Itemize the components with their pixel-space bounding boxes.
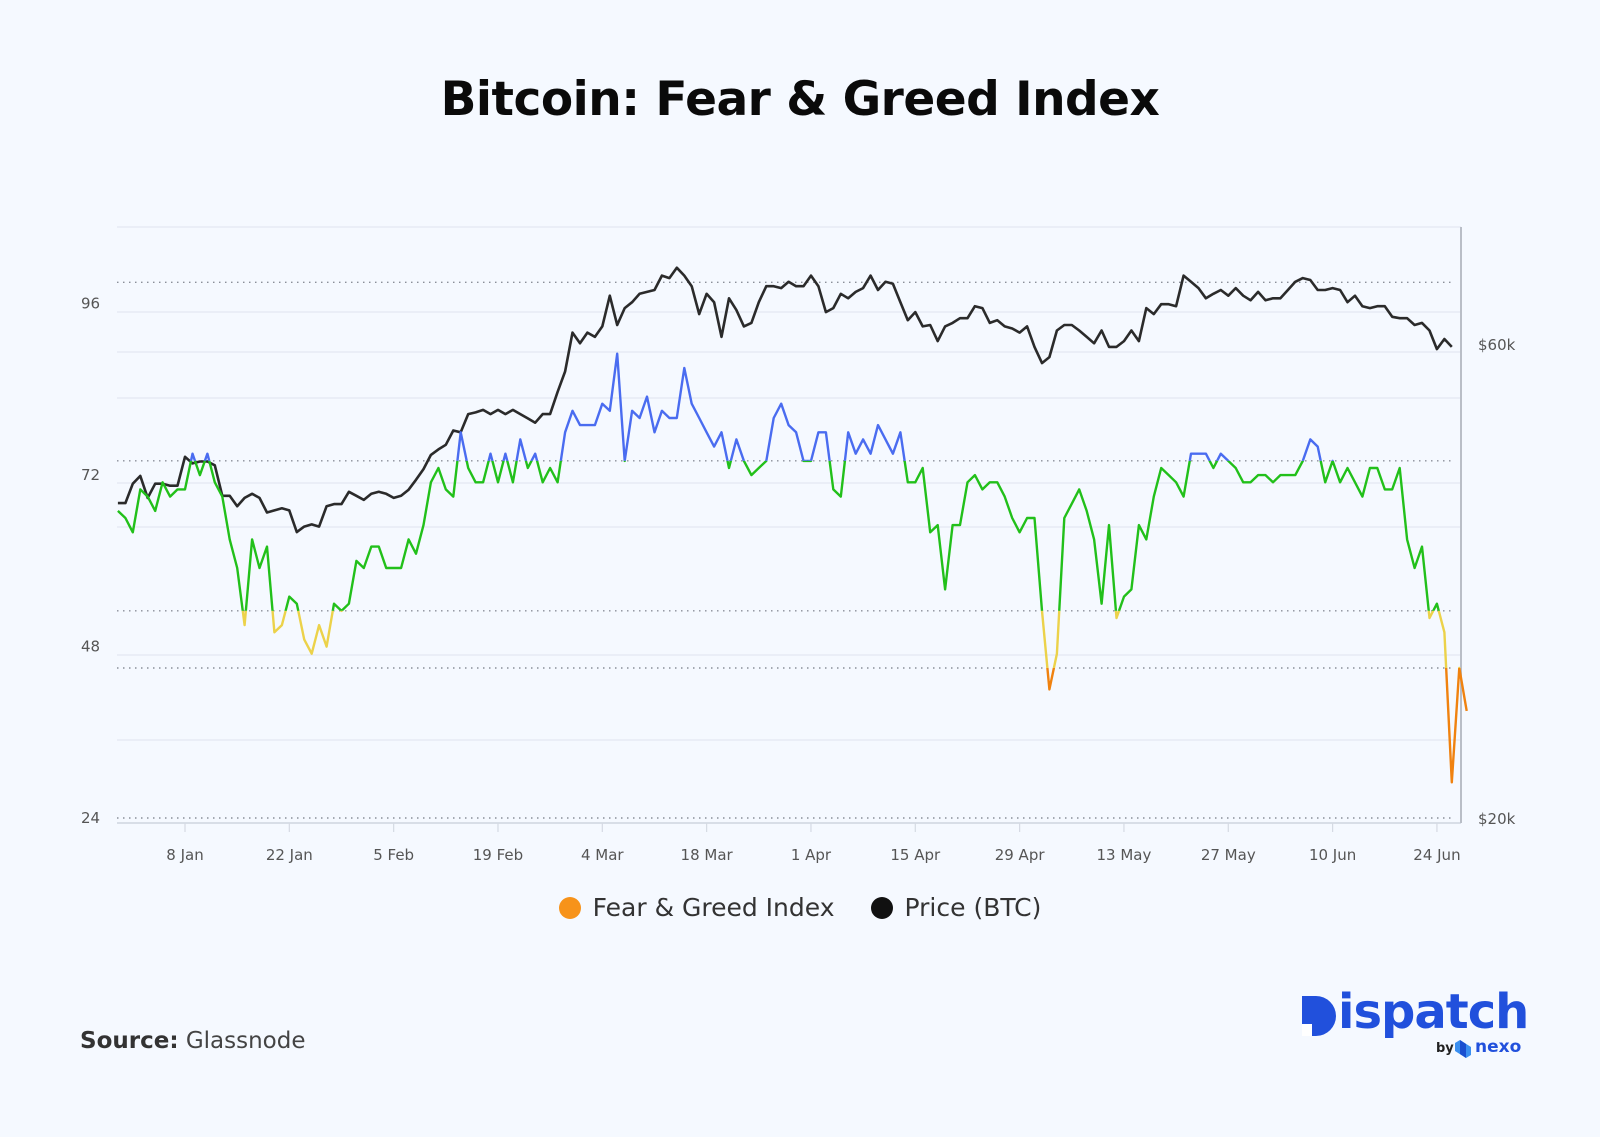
- logo-partner: nexo: [1475, 1037, 1522, 1057]
- y-left-tick-label: 48: [81, 638, 100, 656]
- y-right-tick-label: $20k: [1478, 810, 1516, 828]
- x-tick-label: 19 Feb: [473, 846, 523, 864]
- y-right-tick-label: $60k: [1478, 336, 1516, 354]
- source-note: Source: Glassnode: [80, 1028, 306, 1054]
- legend-item-price[interactable]: Price (BTC): [870, 893, 1042, 922]
- legend-dot-icon: [870, 896, 893, 919]
- dispatch-logo: ispatch by nexo: [1300, 984, 1530, 1062]
- legend-label: Price (BTC): [904, 893, 1042, 922]
- x-tick-label: 4 Mar: [581, 846, 624, 864]
- chart-title: Bitcoin: Fear & Greed Index: [440, 72, 1160, 127]
- x-tick-label: 22 Jan: [266, 846, 313, 864]
- fear-greed-line-band: [117, 460, 1441, 611]
- gridlines: [117, 226, 1461, 819]
- legend: Fear & Greed Index Price (BTC): [0, 893, 1600, 922]
- source-value: Glassnode: [185, 1028, 306, 1054]
- source-label: Source:: [80, 1028, 179, 1054]
- fear-greed-line-band: [241, 610, 1461, 668]
- x-tick-label: 5 Feb: [373, 846, 414, 864]
- dispatch-d-icon: [1302, 996, 1336, 1036]
- x-tick-label: 15 Apr: [890, 846, 941, 864]
- y-left-tick-label: 96: [81, 295, 100, 313]
- price-line: [117, 266, 1453, 534]
- logo-wordmark: ispatch: [1338, 984, 1529, 1040]
- x-tick-label: 10 Jun: [1309, 846, 1356, 864]
- fear-greed-line-band: [1046, 667, 1468, 784]
- series-lines: [117, 266, 1468, 784]
- fear-greed-line-band: [189, 352, 1334, 461]
- x-tick-label: 29 Apr: [995, 846, 1046, 864]
- legend-label: Fear & Greed Index: [592, 893, 835, 922]
- x-tick-label: 27 May: [1201, 846, 1256, 864]
- x-tick-label: 18 Mar: [681, 846, 734, 864]
- y-left-tick-label: 72: [81, 466, 100, 484]
- x-tick-label: 13 May: [1097, 846, 1152, 864]
- legend-dot-icon: [558, 896, 581, 919]
- logo-by: by: [1436, 1041, 1454, 1056]
- chart-canvas: 8 Jan 22 Jan 5 Feb 19 Feb 4 Mar 18 Mar 1 Apr 15…: [81, 226, 1516, 864]
- nexo-icon: [1455, 1040, 1471, 1058]
- x-tick-label: 1 Apr: [791, 846, 832, 864]
- x-tick-label: 8 Jan: [166, 846, 203, 864]
- x-tick-label: 24 Jun: [1413, 846, 1460, 864]
- legend-item-fear-greed[interactable]: Fear & Greed Index: [558, 893, 835, 922]
- y-left-tick-label: 24: [81, 809, 100, 827]
- axes: 8 Jan 22 Jan 5 Feb 19 Feb 4 Mar 18 Mar 1 Apr 15…: [81, 227, 1516, 864]
